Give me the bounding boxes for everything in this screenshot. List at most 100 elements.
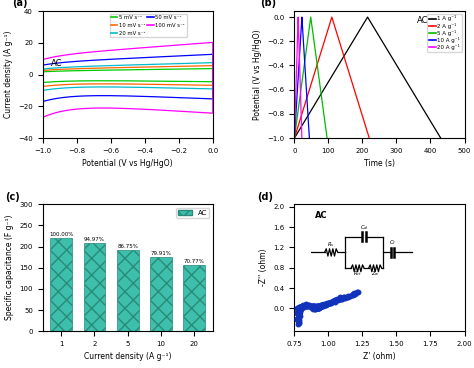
Point <box>296 305 304 311</box>
Point <box>296 314 304 319</box>
Point <box>316 305 323 311</box>
Point <box>344 294 351 300</box>
Point <box>296 304 304 310</box>
Point <box>295 307 302 313</box>
Point <box>316 304 323 310</box>
Point <box>311 305 319 311</box>
Point <box>305 303 313 309</box>
20 A g⁻¹ <box>299 136 305 140</box>
Point <box>318 303 325 309</box>
Point <box>319 303 327 309</box>
Point <box>344 293 352 299</box>
1 A g⁻¹ <box>397 69 403 73</box>
Point <box>296 304 304 309</box>
100 mV s⁻¹ <box>155 45 160 49</box>
Point <box>311 304 319 310</box>
Text: (c): (c) <box>5 192 20 202</box>
Point <box>311 305 319 311</box>
Point <box>300 304 308 310</box>
20 A g⁻¹ <box>295 15 301 19</box>
Legend: 5 mV s⁻¹, 10 mV s⁻¹, 20 mV s⁻¹, 50 mV s⁻¹, 100 mV s⁻¹: 5 mV s⁻¹, 10 mV s⁻¹, 20 mV s⁻¹, 50 mV s⁻… <box>109 14 187 37</box>
Point <box>320 301 328 307</box>
Bar <box>83 243 105 331</box>
Point <box>322 301 330 307</box>
100 mV s⁻¹ <box>188 42 193 46</box>
Point <box>318 302 325 308</box>
Point <box>310 305 318 311</box>
Point <box>295 311 303 316</box>
Point <box>325 300 333 306</box>
Point <box>295 307 302 313</box>
Point <box>294 321 301 327</box>
Point <box>294 311 302 317</box>
Point <box>312 305 320 311</box>
2 A g⁻¹ <box>292 136 297 140</box>
1 A g⁻¹ <box>350 40 356 44</box>
2 A g⁻¹ <box>346 70 352 75</box>
Point <box>311 305 319 311</box>
Point <box>311 305 319 311</box>
50 mV s⁻¹ <box>201 96 207 101</box>
Point <box>317 303 324 309</box>
Point <box>293 316 301 322</box>
Text: AC: AC <box>315 210 328 219</box>
Point <box>349 292 357 298</box>
Point <box>322 301 329 307</box>
Point <box>329 298 337 304</box>
Point <box>330 298 337 304</box>
Line: 5 mV s⁻¹: 5 mV s⁻¹ <box>43 68 213 82</box>
Point <box>294 306 302 312</box>
Text: 86.75%: 86.75% <box>117 244 138 249</box>
20 A g⁻¹ <box>296 46 302 51</box>
Y-axis label: Specific capacitance (F g⁻¹): Specific capacitance (F g⁻¹) <box>5 215 14 321</box>
Point <box>311 303 319 309</box>
Point <box>315 304 322 310</box>
Point <box>311 304 319 310</box>
Point <box>301 303 309 309</box>
50 mV s⁻¹ <box>40 99 46 104</box>
Point <box>313 304 321 310</box>
20 mV s⁻¹ <box>40 88 46 93</box>
50 mV s⁻¹ <box>194 96 200 100</box>
Text: 70.77%: 70.77% <box>184 259 205 264</box>
Point <box>333 297 341 302</box>
Point <box>337 296 344 302</box>
Point <box>313 303 321 309</box>
Point <box>297 305 305 311</box>
Point <box>297 304 305 310</box>
1 A g⁻¹ <box>398 70 404 75</box>
Point <box>310 305 318 311</box>
Point <box>337 296 345 302</box>
2 A g⁻¹ <box>346 69 351 73</box>
Point <box>340 294 347 300</box>
Point <box>313 305 320 311</box>
Point <box>316 303 324 309</box>
Point <box>330 298 338 304</box>
Point <box>350 290 357 296</box>
Point <box>312 305 319 311</box>
Point <box>321 302 328 308</box>
10 mV s⁻¹ <box>188 64 193 68</box>
Point <box>296 312 303 318</box>
100 mV s⁻¹ <box>97 49 103 53</box>
Point <box>310 305 318 311</box>
Point <box>340 294 347 300</box>
X-axis label: Potential (V vs Hg/HgO): Potential (V vs Hg/HgO) <box>82 159 173 169</box>
Point <box>312 305 319 311</box>
Point <box>312 304 319 309</box>
Point <box>337 295 344 301</box>
Text: 79.91%: 79.91% <box>151 251 172 256</box>
Point <box>300 303 307 309</box>
Point <box>311 305 319 311</box>
Point <box>348 291 356 297</box>
Point <box>312 305 320 311</box>
Point <box>346 293 354 299</box>
Point <box>307 303 315 309</box>
5 mV s⁻¹ <box>210 66 216 71</box>
Text: (b): (b) <box>260 0 276 8</box>
Line: 20 A g⁻¹: 20 A g⁻¹ <box>294 17 302 138</box>
Point <box>325 301 332 307</box>
10 mV s⁻¹ <box>155 65 160 69</box>
2 A g⁻¹ <box>316 57 322 61</box>
Point <box>331 297 338 303</box>
